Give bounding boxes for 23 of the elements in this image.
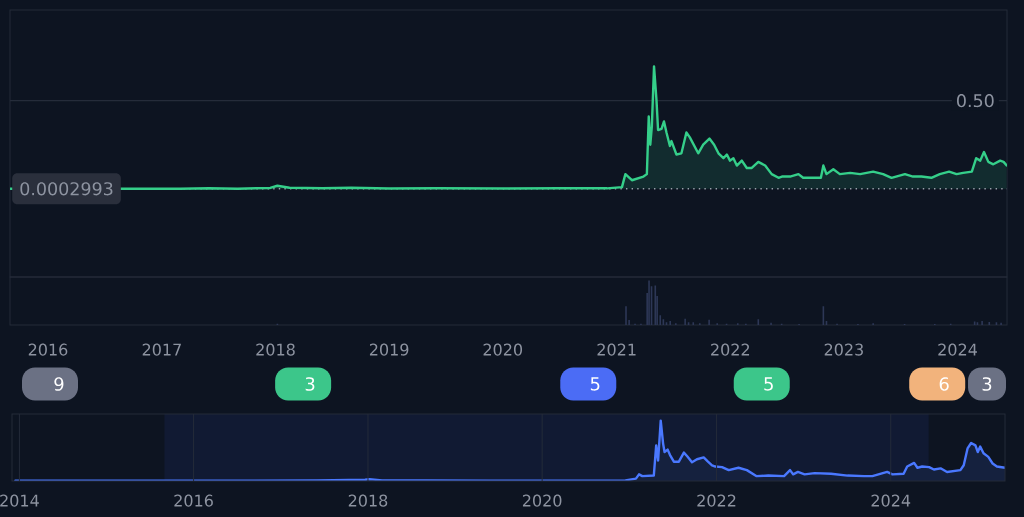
text: 9 [54, 377, 64, 391]
x-tick-label: 2018 [348, 494, 388, 507]
x-tick-label: 2021 [597, 343, 636, 356]
x-tick-label: 2022 [697, 494, 736, 507]
x-tick-label: 2024 [938, 343, 977, 356]
x-tick-label: 2016 [28, 343, 68, 356]
text: 3 [982, 377, 992, 391]
x-tick-label: 2022 [711, 343, 750, 356]
x-tick-label: 2014 [0, 494, 39, 507]
text: 6 [939, 377, 949, 391]
x-tick-label: 2018 [256, 343, 295, 356]
text: 5 [764, 377, 773, 391]
x-tick-label: 2023 [824, 343, 863, 356]
x-tick-label: 2017 [142, 343, 181, 356]
x-tick-label: 2024 [871, 494, 911, 507]
x-tick-label: 2019 [369, 343, 409, 356]
x-tick-label: 2016 [174, 494, 213, 507]
annotation: 0.0002993 [20, 182, 113, 196]
text: 5 [590, 377, 600, 391]
text: 3 [305, 377, 315, 391]
x-tick-label: 2020 [522, 494, 562, 507]
x-tick-label: 2020 [483, 343, 523, 356]
annotation: 0.50 [957, 94, 994, 108]
